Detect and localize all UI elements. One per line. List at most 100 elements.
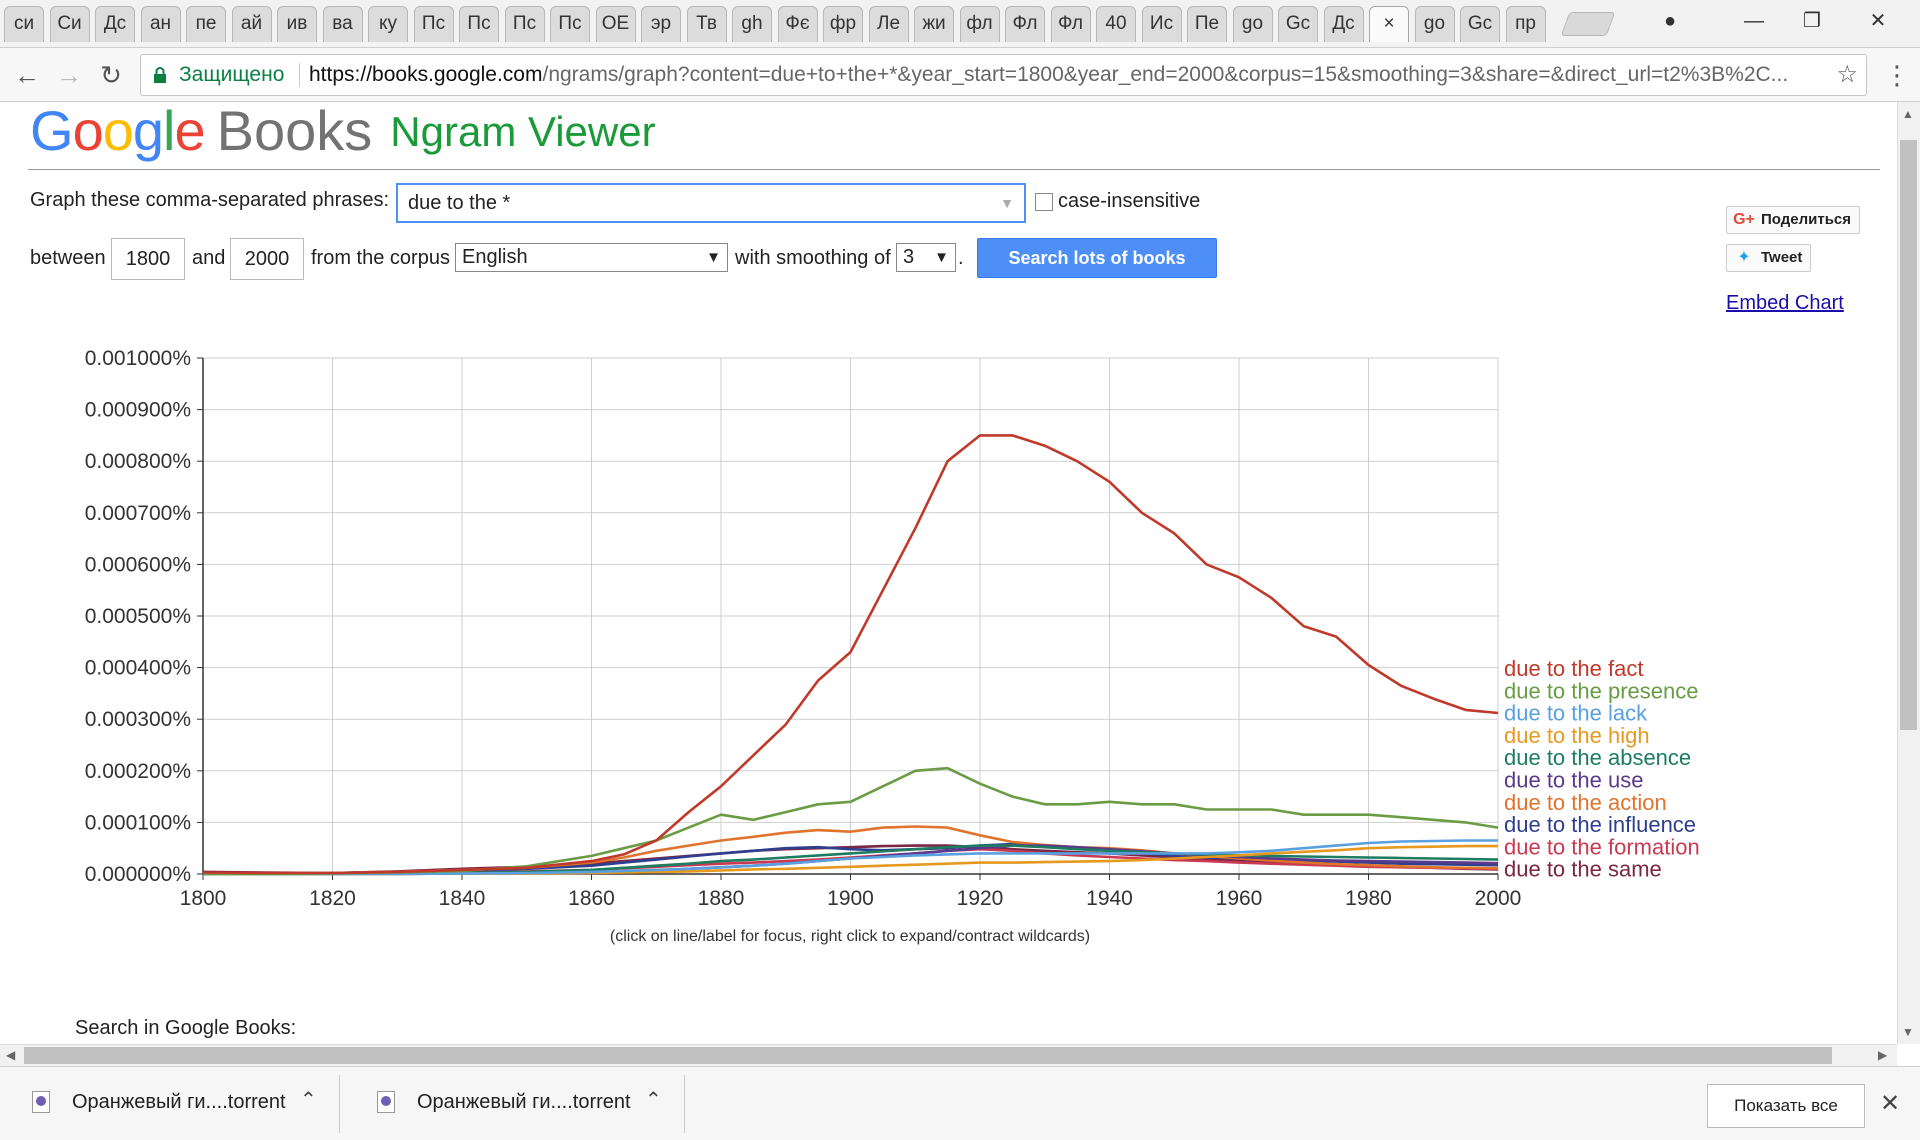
y-tick-label: 0.000700% <box>85 502 191 525</box>
year-end-input[interactable]: 2000 <box>230 238 304 280</box>
case-insensitive-checkbox[interactable] <box>1035 193 1053 211</box>
scroll-right-arrow-icon[interactable]: ▶ <box>1878 1048 1888 1062</box>
browser-tab[interactable]: Пс <box>413 6 454 42</box>
browser-tab[interactable]: пр <box>1505 6 1546 42</box>
url-text[interactable]: https://books.google.com/ngrams/graph?co… <box>309 55 1788 95</box>
browser-tab-label: фл <box>966 13 993 34</box>
download-menu-caret-icon[interactable]: ⌃ <box>645 1089 662 1111</box>
series-label[interactable]: due to the presence <box>1504 678 1698 703</box>
series-label[interactable]: due to the fact <box>1504 656 1643 681</box>
download-item[interactable]: Оранжевый ги....torrent ⌃ <box>345 1075 685 1133</box>
secure-label: Защищено <box>179 63 285 86</box>
series-label[interactable]: due to the lack <box>1504 701 1648 726</box>
show-all-downloads-button[interactable]: Показать все <box>1707 1084 1865 1128</box>
browser-tab-label: фр <box>829 13 857 34</box>
scroll-left-arrow-icon[interactable]: ◀ <box>6 1048 16 1062</box>
address-bar[interactable]: Защищено https://books.google.com/ngrams… <box>140 54 1867 96</box>
browser-tab-label: go <box>1241 13 1264 34</box>
browser-tab[interactable]: фр <box>823 6 863 42</box>
browser-menu-icon[interactable]: ⋮ <box>1884 60 1910 90</box>
new-tab-button[interactable] <box>1560 12 1616 36</box>
series-label[interactable]: due to the formation <box>1504 834 1700 859</box>
corpus-select[interactable]: English ▼ <box>455 243 728 272</box>
series-line[interactable] <box>203 844 1499 876</box>
browser-tab[interactable]: Фє <box>777 6 818 42</box>
browser-tab-label: Gc <box>1285 13 1311 34</box>
browser-tab[interactable]: go <box>1232 6 1273 42</box>
series-label[interactable]: due to the absence <box>1504 745 1691 770</box>
browser-tab[interactable]: Пс <box>504 6 545 42</box>
forward-icon[interactable]: → <box>56 60 82 90</box>
series-line[interactable] <box>203 766 1499 876</box>
browser-tab[interactable]: go <box>1414 6 1455 42</box>
browser-tab[interactable]: Пс <box>550 6 590 42</box>
browser-tab[interactable]: пе <box>186 6 226 42</box>
close-download-bar-icon[interactable]: ✕ <box>1880 1090 1901 1117</box>
download-item[interactable]: Оранжевый ги....torrent ⌃ <box>0 1075 340 1133</box>
and-label: and <box>192 247 226 269</box>
restore-icon[interactable]: ❐ <box>1803 10 1821 32</box>
browser-tab[interactable]: gh <box>732 6 772 42</box>
scroll-down-arrow-icon[interactable]: ▼ <box>1902 1025 1914 1039</box>
series-label[interactable]: due to the use <box>1504 768 1643 793</box>
browser-tab[interactable]: ан <box>140 6 181 42</box>
scroll-up-arrow-icon[interactable]: ▲ <box>1902 107 1914 121</box>
series-label[interactable]: due to the same <box>1504 857 1662 882</box>
browser-tab[interactable]: Дс <box>1323 6 1364 42</box>
google-books-logo[interactable]: Google Books Ngram Viewer <box>30 98 656 165</box>
browser-tab[interactable]: × <box>1369 6 1409 42</box>
search-button[interactable]: Search lots of books <box>977 238 1217 278</box>
gplus-share-button[interactable]: G+ Поделиться <box>1726 206 1861 234</box>
close-window-icon[interactable]: ✕ <box>1869 10 1887 32</box>
browser-tab[interactable]: фл <box>959 6 1000 42</box>
browser-tab[interactable]: Пс <box>459 6 499 42</box>
browser-tab[interactable]: ОЕ <box>595 6 636 42</box>
browser-tab[interactable]: Gc <box>1460 6 1500 42</box>
horizontal-scrollbar-thumb[interactable] <box>24 1047 1832 1064</box>
browser-tab[interactable]: Тв <box>686 6 727 42</box>
reload-icon[interactable]: ↻ <box>100 60 122 90</box>
browser-tab[interactable]: эр <box>641 6 681 42</box>
browser-tab[interactable]: Си <box>49 6 90 42</box>
series-line[interactable] <box>202 434 1499 875</box>
corpus-label: from the corpus <box>311 247 450 269</box>
browser-tab[interactable]: ку <box>368 6 408 42</box>
browser-tab[interactable]: жи <box>914 6 954 42</box>
back-icon[interactable]: ← <box>14 60 40 90</box>
y-tick-label: 0.000300% <box>85 708 191 731</box>
browser-tab[interactable]: ай <box>231 6 272 42</box>
series-label[interactable]: due to the influence <box>1504 812 1696 837</box>
browser-tab-label: Пе <box>1194 13 1220 34</box>
series-line[interactable] <box>203 839 1498 876</box>
tweet-button[interactable]: ✦ Tweet <box>1726 244 1812 272</box>
download-menu-caret-icon[interactable]: ⌃ <box>300 1089 317 1111</box>
browser-tab-label: go <box>1423 13 1446 34</box>
embed-chart-link[interactable]: Embed Chart <box>1726 292 1844 314</box>
browser-tab[interactable]: си <box>4 6 44 42</box>
browser-tab[interactable]: Ле <box>868 6 909 42</box>
browser-tab[interactable]: ва <box>322 6 363 42</box>
series-label[interactable]: due to the action <box>1504 790 1667 815</box>
browser-tab[interactable]: Дс <box>95 6 135 42</box>
browser-tab[interactable]: 40 <box>1096 6 1136 42</box>
smoothing-select[interactable]: 3 ▼ <box>896 243 956 272</box>
year-start-input[interactable]: 1800 <box>111 238 185 280</box>
url-path: /ngrams/graph?content=due+to+the+*&year_… <box>542 63 1789 86</box>
bookmark-star-icon[interactable]: ☆ <box>1836 61 1858 88</box>
profile-icon[interactable]: ● <box>1663 10 1677 32</box>
torrent-file-icon <box>32 1091 50 1113</box>
ngram-chart[interactable]: 1800 1820 1840 1860 1880 1900 1920 1940 1960 1980… <box>0 330 1720 922</box>
browser-tab[interactable]: Фл <box>1050 6 1091 42</box>
phrases-input[interactable]: due to the * ▼ <box>396 183 1026 223</box>
x-tick-label: 1960 <box>1216 887 1263 910</box>
browser-tab[interactable]: ив <box>277 6 317 42</box>
series-label[interactable]: due to the high <box>1504 723 1650 748</box>
y-tick-label: 0.000400% <box>85 657 191 680</box>
minimize-icon[interactable]: — <box>1744 10 1764 32</box>
browser-tab[interactable]: Фл <box>1005 6 1045 42</box>
vertical-scrollbar-thumb[interactable] <box>1900 140 1917 730</box>
browser-tab[interactable]: Пе <box>1187 6 1227 42</box>
browser-toolbar: ← → ↻ Защищено https://books.google.com/… <box>0 48 1920 102</box>
browser-tab[interactable]: Gc <box>1278 6 1318 42</box>
browser-tab[interactable]: Ис <box>1141 6 1182 42</box>
